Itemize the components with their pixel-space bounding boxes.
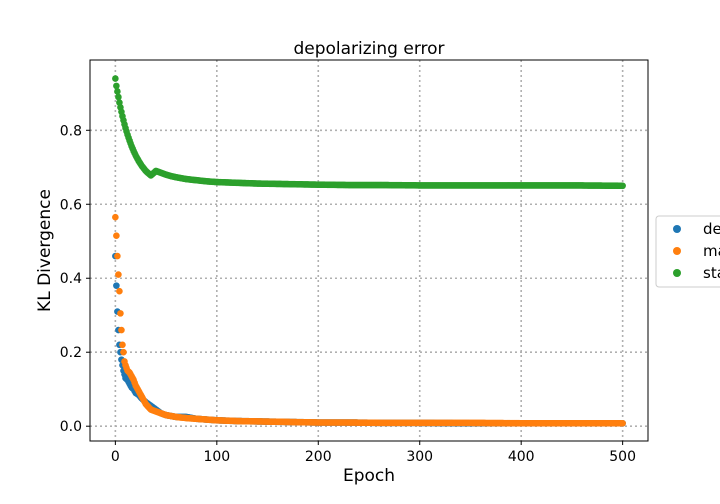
legend: de ma sta [655,215,720,288]
legend-marker-1 [673,225,681,233]
legend-marker-3 [673,269,681,277]
data-point [619,419,626,427]
chart-title: depolarizing error [293,39,444,59]
x-tick-label: 400 [508,449,535,465]
legend-entry-2: ma [703,242,720,260]
x-axis-label: Epoch [343,466,395,486]
series-1 [112,75,626,190]
data-point [119,341,126,349]
x-tick-label: 100 [203,449,230,465]
axis-ticks: 0 100 200 300 400 500 0.0 0.2 0.4 0.6 0.8 [60,123,636,465]
x-tick-label: 500 [609,449,636,465]
legend-box [655,215,720,288]
data-point [113,82,120,90]
data-point [115,271,122,278]
x-tick-label: 200 [305,449,332,465]
x-tick-label: 0 [111,449,120,465]
data-point [117,310,124,317]
y-tick-label: 0.4 [60,271,82,287]
data-points [112,75,626,427]
data-point [118,326,125,334]
data-point [113,282,120,289]
y-tick-label: 0.8 [60,123,82,139]
legend-marker-2 [673,247,681,255]
data-point [120,348,127,356]
data-point [114,252,121,260]
data-point [116,287,123,295]
data-point [114,88,121,95]
legend-entry-3: sta [703,264,720,282]
plot-frame [89,59,649,442]
legend-entry-1: de [703,220,720,238]
data-point [115,93,122,101]
series-3 [112,213,626,427]
y-axis-label: KL Divergence [35,189,55,312]
y-tick-label: 0.0 [60,419,82,435]
data-point [112,213,119,221]
y-tick-label: 0.6 [60,197,82,213]
y-tick-label: 0.2 [60,345,82,361]
data-point [113,232,120,239]
x-tick-label: 300 [406,449,433,465]
data-point [112,75,119,82]
data-point [619,182,626,190]
